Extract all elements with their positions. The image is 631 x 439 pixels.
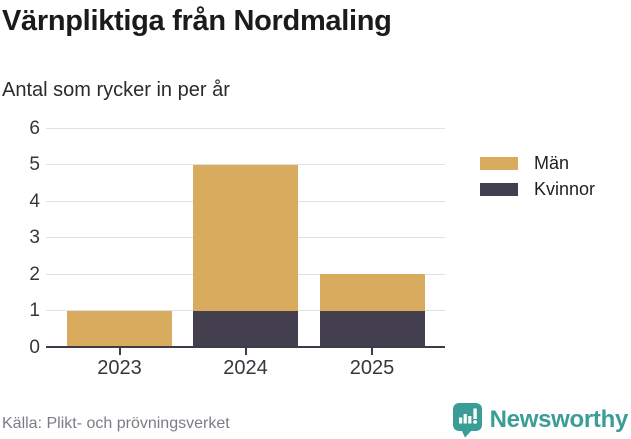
brand-wordmark: Newsworthy — [489, 406, 629, 433]
legend-item-kvinnor: Kvinnor — [480, 176, 595, 202]
x-axis-line — [46, 346, 445, 348]
x-axis-label: 2025 — [349, 357, 395, 379]
y-axis-label: 0 — [29, 336, 40, 358]
x-axis-tick — [118, 348, 121, 355]
legend-label: Män — [534, 153, 570, 173]
x-axis-label: 2024 — [223, 357, 268, 379]
y-axis-label: 1 — [29, 300, 40, 321]
chart-subtitle: Antal som rycker in per år — [2, 79, 230, 101]
y-axis-label: 3 — [29, 227, 40, 248]
bar-segment-män-2024 — [193, 164, 298, 311]
newsworthy-speech-bubble-chart-icon — [452, 403, 482, 438]
legend-label: Kvinnor — [534, 179, 596, 199]
legend-swatch — [480, 182, 518, 196]
x-axis-label: 2023 — [97, 357, 142, 379]
newsworthy-logo[interactable]: Newsworthy — [452, 402, 628, 438]
x-axis-tick — [244, 348, 247, 355]
legend-item-män: Män — [480, 150, 595, 176]
bar-segment-kvinnor-2024 — [193, 310, 298, 347]
source-note: Källa: Plikt- och prövningsverket — [2, 415, 230, 432]
bar-segment-kvinnor-2025 — [319, 310, 425, 347]
y-axis-label: 6 — [29, 117, 40, 139]
y-axis-label: 5 — [29, 154, 40, 175]
bar-segment-män-2025 — [319, 274, 425, 311]
bar-segment-män-2023 — [67, 310, 172, 347]
chart-title: Värnpliktiga från Nordmaling — [2, 5, 392, 37]
legend: Män Kvinnor — [480, 150, 595, 202]
legend-swatch — [480, 156, 518, 170]
gridline — [46, 127, 445, 129]
x-axis-tick — [371, 348, 373, 355]
y-axis-label: 4 — [29, 190, 40, 212]
y-axis-label: 2 — [29, 263, 40, 285]
